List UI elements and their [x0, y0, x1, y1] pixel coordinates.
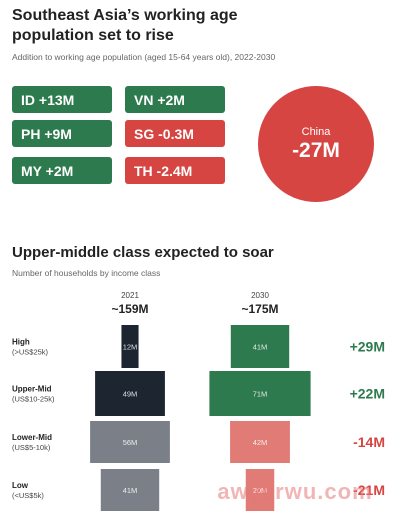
- bar-2030-3: [245, 469, 275, 511]
- bar-value-label: 56M: [123, 438, 138, 447]
- category-label: Upper-Mid: [12, 385, 52, 394]
- bar-2021-3: [100, 469, 160, 511]
- pill-label: TH -2.4M: [134, 162, 193, 179]
- bar-value-label: 42M: [253, 438, 268, 447]
- change-label: +22M: [350, 386, 385, 402]
- watermark: awyerwu.com: [217, 479, 372, 504]
- country-pill-ph: PH +9M: [12, 120, 112, 147]
- country-pill-th: TH -2.4M: [125, 157, 225, 184]
- pill-label: PH +9M: [21, 125, 72, 142]
- bar-2021-2: [90, 421, 170, 463]
- series-total-label: ~175M: [241, 302, 278, 316]
- series-year-label: 2021: [121, 291, 139, 300]
- china-bubble: China -27M: [258, 86, 374, 202]
- bar-2030-1: [209, 371, 311, 416]
- chart-title: Upper-middle class expected to soar: [12, 244, 274, 261]
- pill-label: MY +2M: [21, 162, 74, 179]
- category-label: Lower-Mid: [12, 433, 52, 442]
- infographic-title: Southeast Asia’s working age population …: [12, 7, 238, 44]
- china-value: -27M: [292, 138, 340, 162]
- pill-label: ID +13M: [21, 91, 75, 108]
- infographic-subtitle: Addition to working age population (aged…: [12, 52, 276, 62]
- category-label: High: [12, 338, 30, 347]
- change-label: -21M: [353, 482, 385, 498]
- country-pill-my: MY +2M: [12, 157, 112, 184]
- category-sublabel: (<US$5k): [12, 491, 44, 500]
- category-sublabel: (>US$25k): [12, 348, 49, 357]
- bar-value-label: 41M: [253, 343, 268, 352]
- pill-label: VN +2M: [134, 91, 185, 108]
- bar-value-label: 20M: [253, 486, 268, 495]
- bar-value-label: 71M: [253, 390, 268, 399]
- bar-value-label: 49M: [123, 390, 138, 399]
- category-label: Low: [12, 481, 29, 490]
- category-sublabel: (US$10-25k): [12, 395, 55, 404]
- bar-2021-1: [95, 371, 165, 416]
- bar-2030-0: [230, 325, 290, 368]
- chart-subtitle: Number of households by income class: [12, 268, 161, 278]
- country-pill-vn: VN +2M: [125, 86, 225, 113]
- change-label: +29M: [350, 339, 385, 355]
- bar-2030-2: [230, 421, 290, 463]
- series-total-label: ~159M: [111, 302, 148, 316]
- country-pill-id: ID +13M: [12, 86, 112, 113]
- country-pill-sg: SG -0.3M: [125, 120, 225, 147]
- change-label: -14M: [353, 434, 385, 450]
- bar-2021-0: [121, 325, 139, 368]
- series-year-label: 2030: [251, 291, 269, 300]
- china-label: China: [301, 125, 331, 138]
- pill-label: SG -0.3M: [134, 125, 194, 142]
- bar-value-label: 12M: [123, 343, 138, 352]
- category-sublabel: (US$5-10k): [12, 443, 51, 452]
- bar-value-label: 41M: [123, 486, 138, 495]
